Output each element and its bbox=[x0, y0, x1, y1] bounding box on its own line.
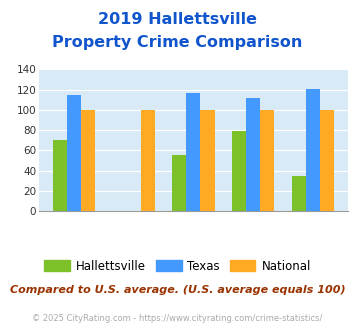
Bar bbox=[260, 110, 274, 211]
Bar bbox=[186, 93, 201, 211]
Text: Property Crime Comparison: Property Crime Comparison bbox=[52, 35, 303, 50]
Bar bbox=[173, 155, 186, 211]
Bar bbox=[67, 95, 81, 211]
Text: Compared to U.S. average. (U.S. average equals 100): Compared to U.S. average. (U.S. average … bbox=[10, 285, 345, 295]
Text: 2019 Hallettsville: 2019 Hallettsville bbox=[98, 12, 257, 26]
Bar bbox=[81, 110, 95, 211]
Legend: Hallettsville, Texas, National: Hallettsville, Texas, National bbox=[39, 255, 316, 278]
Bar bbox=[201, 110, 214, 211]
Bar bbox=[141, 110, 155, 211]
Bar bbox=[232, 131, 246, 211]
Bar bbox=[246, 98, 260, 211]
Text: © 2025 CityRating.com - https://www.cityrating.com/crime-statistics/: © 2025 CityRating.com - https://www.city… bbox=[32, 314, 323, 323]
Bar bbox=[53, 140, 67, 211]
Bar bbox=[292, 176, 306, 211]
Bar bbox=[306, 88, 320, 211]
Bar bbox=[320, 110, 334, 211]
